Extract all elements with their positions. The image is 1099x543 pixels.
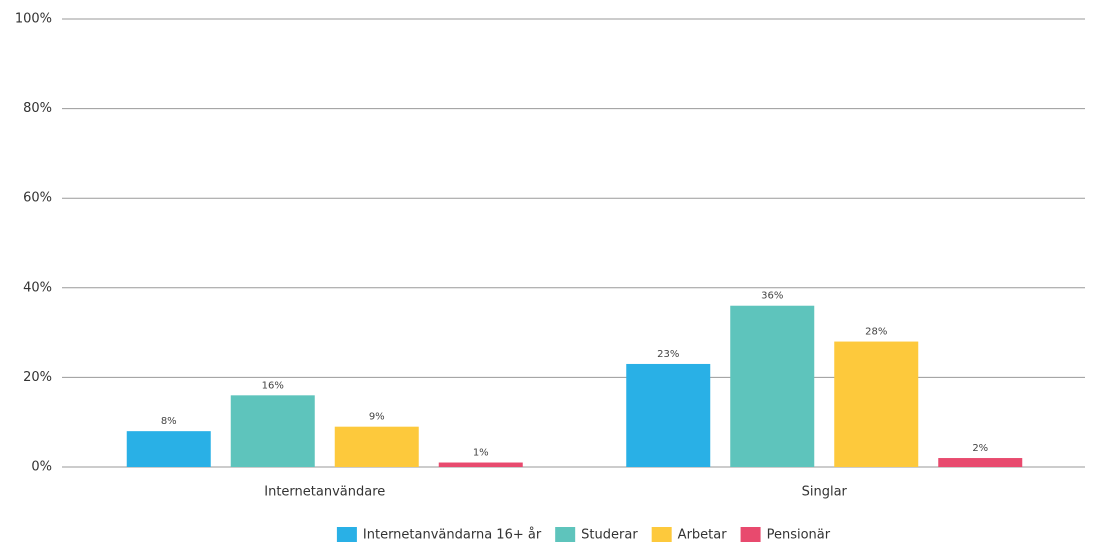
legend-swatch xyxy=(336,527,357,542)
legend-label: Internetanvändarna 16+ år xyxy=(363,528,542,543)
bar xyxy=(126,431,211,467)
value-label: 28% xyxy=(865,327,887,338)
legend-swatch xyxy=(555,527,576,542)
bar xyxy=(438,462,523,467)
x-tick-label: Singlar xyxy=(802,485,848,500)
y-tick-label: 60% xyxy=(23,191,52,206)
bar xyxy=(730,305,815,467)
value-label: 1% xyxy=(473,448,489,459)
bar xyxy=(626,363,711,467)
y-tick-label: 80% xyxy=(23,101,52,116)
bar xyxy=(938,458,1023,467)
x-tick-label: Internetanvändare xyxy=(264,485,385,500)
legend-label: Pensionär xyxy=(767,528,831,543)
y-tick-label: 100% xyxy=(15,12,52,27)
legend: Internetanvändarna 16+ år Studerar Arbetar… xyxy=(336,527,831,543)
legend-swatch xyxy=(740,527,761,542)
y-tick-label: 40% xyxy=(23,280,52,295)
legend-label: Studerar xyxy=(581,528,638,543)
value-label: 23% xyxy=(657,349,679,360)
bar xyxy=(834,341,919,467)
legend-label: Arbetar xyxy=(678,528,728,543)
legend-swatch xyxy=(651,527,672,542)
value-label: 36% xyxy=(761,291,783,302)
value-label: 16% xyxy=(262,380,284,391)
value-label: 9% xyxy=(369,412,385,423)
bar xyxy=(230,395,315,467)
y-tick-label: 20% xyxy=(23,370,52,385)
value-label: 8% xyxy=(161,416,177,427)
y-tick-label: 0% xyxy=(31,460,52,475)
bar xyxy=(334,426,419,467)
value-label: 2% xyxy=(972,443,988,454)
